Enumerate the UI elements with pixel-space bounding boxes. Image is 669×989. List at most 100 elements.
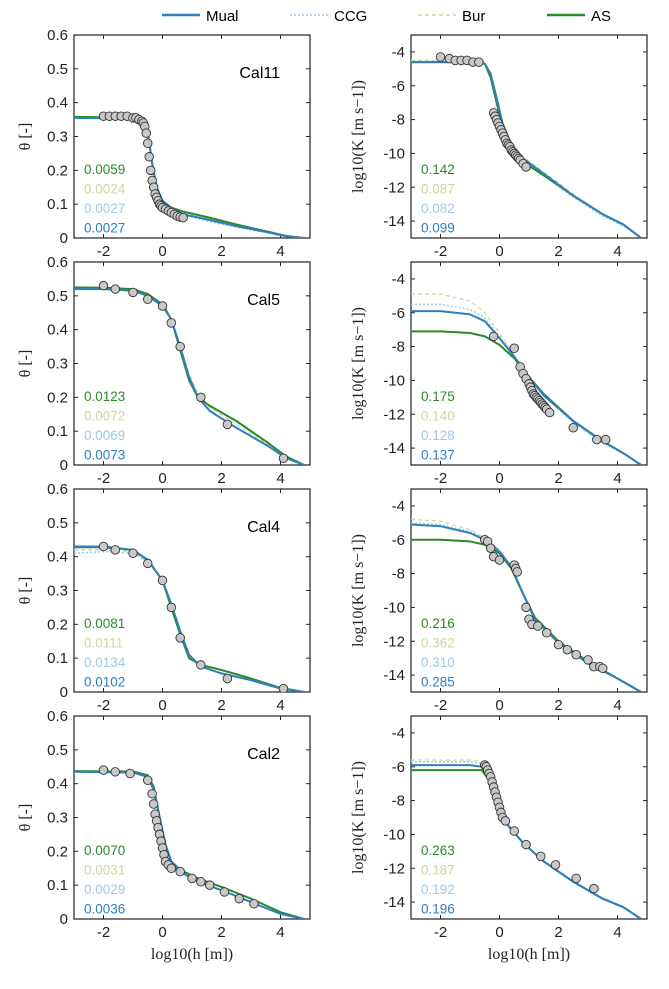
metric-value: 0.137 (421, 448, 455, 463)
y-tick-label: 0.2 (47, 162, 68, 179)
metric-value: 0.0027 (84, 221, 125, 236)
observed-point (142, 558, 153, 569)
x-tick-label: 0 (495, 470, 503, 487)
y-tick-label: -6 (392, 305, 405, 322)
y-tick-label: 0 (60, 457, 68, 474)
x-tick-label: 0 (158, 697, 166, 714)
y-axis-label: θ [-] (17, 350, 34, 378)
legend-label-as: AS (591, 8, 611, 25)
y-tick-label: -6 (392, 759, 405, 776)
metric-value: 0.187 (421, 863, 455, 878)
observed-point (144, 152, 154, 162)
axes-frame (410, 34, 648, 239)
metric-value: 0.0029 (84, 882, 125, 897)
metric-value: 0.0102 (84, 675, 125, 690)
y-axis-label: log10(K [m s−1]) (350, 80, 367, 193)
observed-point (166, 318, 177, 328)
legend-label-mual: Mual (206, 8, 239, 25)
observed-point (98, 541, 109, 552)
x-axis-label: log10(h [m]) (151, 946, 233, 963)
observed-point (474, 57, 484, 67)
y-tick-label: -12 (383, 860, 405, 877)
y-tick-label: 0 (60, 230, 68, 247)
observed-point (204, 880, 215, 890)
x-tick-label: -2 (434, 924, 447, 941)
x-tick-label: 2 (217, 470, 225, 487)
observed-point (278, 453, 289, 463)
y-tick-label: -12 (383, 179, 405, 196)
y-tick-label: -12 (383, 406, 405, 423)
metric-value: 0.0073 (84, 448, 125, 463)
y-tick-label: 0.1 (47, 877, 68, 894)
y-tick-label: 0.6 (47, 254, 68, 271)
metric-value: 0.0070 (84, 843, 125, 858)
x-tick-label: -2 (97, 470, 110, 487)
panel-k-row-2: -2 0 2 4 -4 -6 -8 -10 -12 -14 log10(K [m s−1]) 0.21… (350, 488, 648, 714)
y-tick-label: -8 (392, 112, 405, 129)
y-tick-label: 0.5 (47, 61, 68, 78)
observed-point (196, 660, 206, 670)
observed-point (125, 768, 135, 779)
observed-point (249, 899, 259, 909)
observed-point (592, 434, 602, 445)
panel-theta-row-3: -2 0 2 4 0 0.1 0.2 0.3 0.4 0.5 0.6 θ [-] log10(h [m]… (17, 708, 311, 963)
observed-point (166, 863, 177, 874)
metric-value: 0.0072 (84, 409, 125, 424)
x-tick-label: 0 (158, 470, 166, 487)
y-tick-label: -10 (383, 826, 405, 843)
metric-value: 0.0036 (84, 902, 125, 917)
x-tick-label: -2 (97, 924, 110, 941)
y-tick-label: 0.4 (47, 322, 68, 339)
metric-value: 0.142 (421, 162, 455, 177)
y-tick-label: 0.2 (47, 616, 68, 633)
y-tick-label: -8 (392, 339, 405, 356)
y-tick-label: -4 (392, 44, 405, 61)
observed-point (536, 851, 546, 862)
metric-value: 0.0111 (84, 636, 123, 651)
y-tick-label: -4 (392, 271, 405, 288)
metric-value: 0.099 (421, 221, 455, 236)
legend-label-bur: Bur (462, 8, 485, 25)
metric-value: 0.0027 (84, 201, 125, 216)
metric-value: 0.310 (421, 655, 455, 670)
y-tick-label: 0 (60, 911, 68, 928)
x-tick-label: 4 (613, 924, 621, 941)
legend: Mual CCG Bur AS (162, 8, 611, 25)
y-tick-label: 0.5 (47, 515, 68, 532)
observed-point (98, 280, 109, 291)
y-tick-label: 0.2 (47, 843, 68, 860)
observed-point (142, 294, 153, 304)
y-tick-label: -8 (392, 793, 405, 810)
x-tick-label: -2 (434, 243, 447, 260)
observed-point (166, 602, 177, 613)
x-tick-label: 2 (217, 697, 225, 714)
x-tick-label: 0 (495, 243, 503, 260)
observed-point (128, 548, 138, 559)
x-tick-label: 4 (276, 697, 284, 714)
y-tick-label: 0 (60, 684, 68, 701)
x-tick-label: 0 (158, 924, 166, 941)
panel-title: Cal2 (247, 746, 280, 763)
observed-point (488, 331, 499, 342)
observed-point (222, 673, 233, 684)
y-tick-label: 0.1 (47, 423, 68, 440)
x-tick-label: 4 (276, 470, 284, 487)
x-tick-label: 0 (495, 697, 503, 714)
observed-point (148, 799, 159, 809)
observed-point (553, 639, 564, 650)
observed-point (541, 628, 552, 638)
y-tick-label: -4 (392, 725, 405, 742)
observed-point (509, 343, 520, 354)
panel-theta-row-0: -2 0 2 4 0 0.1 0.2 0.3 0.4 0.5 0.6 θ [-] Cal11 0.0059… (17, 27, 311, 260)
observed-point (222, 419, 233, 430)
observed-point (110, 284, 121, 294)
observed-point (147, 789, 157, 799)
x-axis-label: log10(h [m]) (488, 946, 570, 963)
observed-point (598, 663, 608, 674)
x-tick-label: -2 (434, 697, 447, 714)
observed-point (278, 683, 289, 692)
y-tick-label: -10 (383, 145, 405, 162)
metric-value: 0.0024 (84, 182, 126, 197)
x-tick-label: -2 (434, 470, 447, 487)
